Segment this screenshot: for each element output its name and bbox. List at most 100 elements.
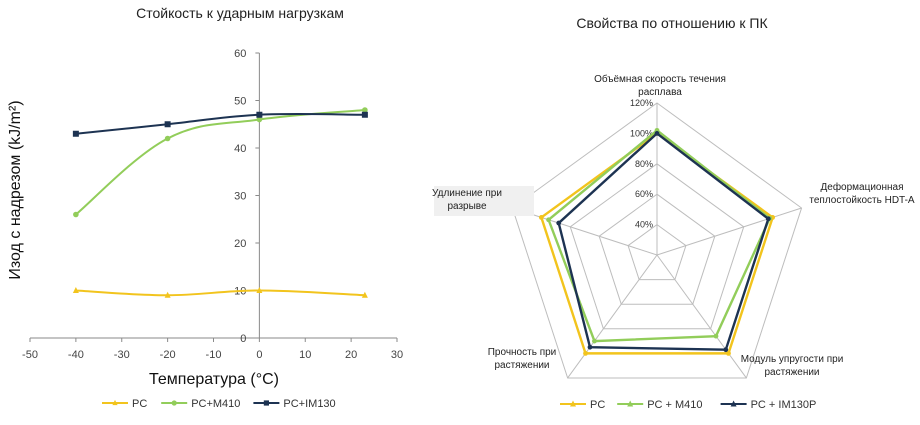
legend-marker: [171, 400, 177, 406]
radar-point: [556, 220, 562, 226]
radar-axis-label-line: Объёмная скорость течения: [594, 73, 726, 85]
radar-tick-label: 40%: [635, 220, 653, 230]
legend-item: PC: [102, 398, 147, 410]
radar-chart: Свойства по отношению к ПК 40% 60% 80% 100%…: [432, 15, 915, 411]
radar-point: [654, 131, 660, 136]
data-point: [72, 130, 79, 137]
radar-point: [538, 215, 544, 220]
legend-label: PC+IM130: [283, 398, 335, 410]
radar-axis-label: Деформационная теплостойкость HDT-A: [809, 181, 915, 206]
radar-chart-series: [538, 127, 776, 356]
data-point: [362, 107, 368, 113]
radar-axis-label-line: Модуль упругости при: [741, 354, 844, 365]
radar-axis-label: Удлинение при разрыве: [432, 186, 534, 216]
data-point: [164, 121, 171, 128]
radar-axis-label: Объёмная скорость течения расплава: [594, 73, 726, 98]
radar-axis-label: Прочность при растяжении: [488, 347, 557, 371]
radar-point: [587, 344, 593, 350]
data-point: [361, 291, 368, 298]
radar-axis-label: Модуль упругости при растяжении: [741, 354, 844, 378]
radar-chart-title: Свойства по отношению к ПК: [576, 15, 768, 31]
x-tick-label: -10: [206, 349, 222, 361]
legend-label: PC: [590, 399, 605, 411]
radar-ring: [511, 102, 803, 379]
radar-spoke: [656, 207, 802, 256]
radar-axis-label-line: Прочность при: [488, 347, 557, 358]
legend-item: PC + M410: [617, 399, 703, 411]
series-line: [75, 289, 365, 297]
radar-point: [723, 347, 729, 353]
data-point: [256, 287, 263, 293]
radar-series-line: [547, 128, 772, 343]
radar-tick-label: 100%: [630, 128, 653, 138]
x-tick-label: -50: [22, 349, 38, 361]
data-point: [73, 211, 79, 218]
radar-tick-label: 60%: [635, 189, 653, 199]
data-point: [256, 116, 263, 123]
radar-axis-label-line: Удлинение при: [432, 188, 502, 199]
legend-marker: [263, 400, 269, 406]
legend-item: PC+IM130: [253, 398, 336, 410]
radar-point: [592, 338, 597, 344]
radar-point: [583, 350, 588, 356]
impact-chart-legend: PC PC+M410 PC+IM130: [102, 398, 336, 410]
series-line: [75, 112, 365, 135]
radar-spoke: [656, 254, 747, 379]
series-pc-im130: [72, 111, 368, 137]
x-tick-label: -40: [68, 349, 84, 361]
x-tick-label: -30: [114, 349, 130, 361]
legend-label: PC+M410: [191, 398, 240, 410]
data-point: [361, 111, 368, 118]
x-tick-label: 0: [256, 349, 262, 361]
radar-axis-label-line: расплава: [638, 87, 682, 98]
legend-item: PC+M410: [161, 398, 240, 410]
radar-point: [765, 216, 771, 222]
x-tick-label: -20: [160, 349, 176, 361]
legend-label: PC: [132, 398, 147, 410]
radar-axis-label-line: Деформационная: [820, 181, 903, 193]
series-pc-m410: [73, 107, 368, 218]
label-highlight: [434, 186, 534, 216]
radar-spoke: [567, 254, 658, 379]
data-point: [164, 291, 171, 298]
radar-series-pc-im130p: [556, 131, 771, 353]
radar-ring: [569, 163, 745, 330]
radar-chart-r-ticks: 40% 60% 80% 100% 120%: [630, 98, 653, 230]
series-line: [75, 109, 365, 216]
legend-marker: [627, 400, 634, 407]
impact-chart-y-label: Изод с надрезом (kJ/m²): [7, 100, 24, 279]
radar-spoke: [512, 207, 658, 256]
legend-marker: [730, 400, 737, 407]
x-tick-label: 10: [299, 349, 311, 361]
y-tick-label: 50: [234, 96, 246, 108]
impact-chart-x-label: Температура (°C): [149, 371, 279, 388]
y-tick-label: 0: [240, 333, 246, 345]
impact-chart: Стойкость к ударным нагрузкам -50 -40 -30-…: [7, 5, 403, 410]
radar-ring: [627, 223, 687, 281]
legend-marker: [570, 400, 576, 407]
impact-chart-series: [72, 107, 368, 298]
radar-ring: [598, 193, 716, 305]
radar-chart-legend: PC PC + M410 PC + IM130P: [560, 399, 816, 411]
data-point: [164, 135, 171, 142]
impact-chart-x-ticks: -50 -40 -30 -20 -10 0 10 20 30: [22, 338, 403, 361]
radar-series-line: [539, 131, 775, 355]
legend-marker: [112, 399, 118, 406]
radar-series-line: [557, 131, 770, 351]
impact-chart-axes: [30, 53, 397, 339]
x-tick-label: 20: [345, 349, 357, 361]
data-point: [72, 287, 79, 293]
legend-label: PC + IM130P: [751, 399, 817, 411]
legend-item: PC: [560, 399, 605, 411]
radar-axis-label-line: растяжении: [494, 360, 549, 371]
radar-tick-label: 80%: [635, 159, 653, 169]
x-tick-label: 30: [391, 349, 403, 361]
y-tick-label: 60: [234, 48, 246, 60]
radar-axis-label-line: растяжении: [764, 367, 819, 378]
y-tick-label: 30: [234, 191, 246, 203]
y-tick-label: 40: [234, 143, 246, 155]
legend-item: PC + IM130P: [720, 399, 817, 411]
radar-chart-axis-labels: Объёмная скорость течения расплава Деформа…: [432, 73, 915, 378]
